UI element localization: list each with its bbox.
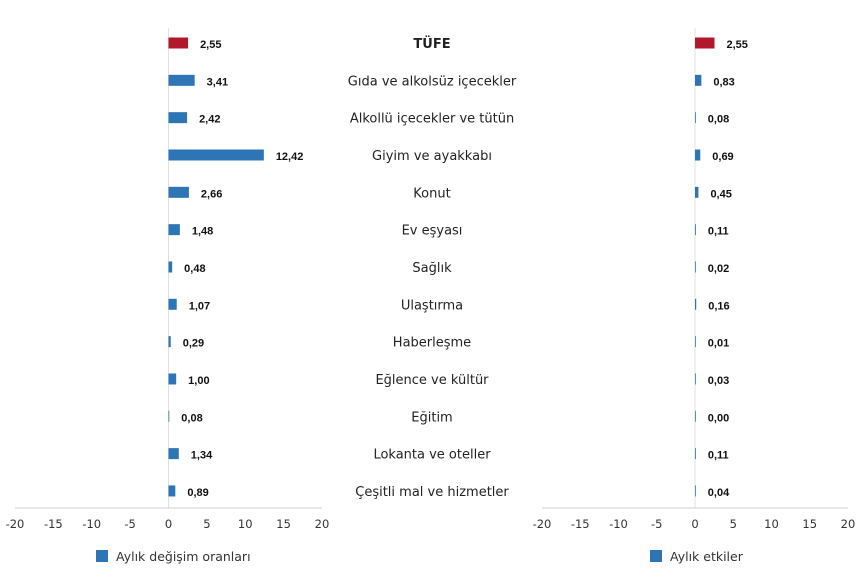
category-label: Haberleşme: [393, 336, 471, 351]
right-bar: [695, 149, 701, 161]
right-bar: [695, 410, 696, 422]
right-data-label: 0,83: [713, 76, 734, 88]
left-data-label: 1,07: [189, 300, 210, 312]
left-bar: [168, 373, 177, 385]
category-label: Eğlence ve kültür: [375, 373, 489, 388]
left-data-label: 3,41: [207, 76, 228, 88]
right-tick-label: 5: [730, 517, 737, 531]
right-legend-swatch: [650, 550, 662, 562]
right-bar: [695, 336, 696, 348]
left-tick-label: -10: [82, 517, 101, 531]
right-tick-label: -5: [651, 517, 662, 531]
right-tick-label: 0: [691, 517, 698, 531]
left-tick-label: 10: [238, 517, 253, 531]
left-data-label: 0,08: [181, 412, 202, 424]
left-legend-label: Aylık değişim oranları: [116, 549, 251, 564]
right-bar: [695, 261, 696, 273]
right-bar: [695, 448, 696, 460]
right-data-label: 0,08: [708, 114, 729, 126]
category-label: Gıda ve alkolsüz içecekler: [348, 74, 517, 89]
left-data-label: 2,55: [200, 39, 221, 51]
right-data-label: 2,55: [727, 39, 748, 51]
left-tick-label: 5: [203, 517, 210, 531]
left-data-label: 2,42: [199, 114, 220, 126]
right-bar: [695, 373, 696, 385]
left-bar: [168, 224, 180, 236]
left-tick-label: 0: [165, 517, 172, 531]
right-bar: [695, 74, 702, 86]
category-label: Lokanta ve oteller: [373, 448, 491, 463]
right-bar: [695, 224, 696, 236]
left-bar: [168, 448, 179, 460]
left-legend-swatch: [96, 550, 108, 562]
left-bar: [168, 74, 195, 86]
left-bar: [168, 149, 264, 161]
left-tick-label: -20: [6, 517, 25, 531]
right-data-label: 0,16: [708, 300, 729, 312]
category-label: Eğitim: [411, 410, 452, 425]
left-data-label: 2,66: [201, 188, 222, 200]
left-bar: [168, 410, 170, 422]
right-data-label: 0,11: [708, 226, 729, 238]
right-data-label: 0,69: [712, 151, 733, 163]
right-bar: [695, 298, 697, 310]
right-data-label: 0,03: [708, 375, 729, 387]
category-label: Sağlık: [412, 261, 452, 276]
left-tick-label: -15: [44, 517, 63, 531]
category-label: Ulaştırma: [401, 298, 463, 313]
right-data-label: 0,04: [708, 487, 730, 499]
right-data-label: 0,11: [708, 450, 729, 462]
left-tick-label: 20: [315, 517, 330, 531]
category-label: Ev eşyası: [402, 224, 463, 239]
left-bar: [168, 261, 173, 273]
right-tick-label: 15: [802, 517, 817, 531]
right-bar: [695, 112, 696, 124]
right-bar: [695, 186, 699, 198]
right-bar: [695, 37, 715, 49]
right-bar: [695, 485, 696, 497]
right-tick-label: 10: [764, 517, 779, 531]
right-data-label: 0,02: [708, 263, 729, 275]
right-tick-label: -10: [609, 517, 628, 531]
right-tick-label: 20: [841, 517, 856, 531]
left-data-label: 12,42: [276, 151, 304, 163]
left-bar: [168, 186, 189, 198]
right-tick-label: -20: [533, 517, 552, 531]
left-tick-label: -5: [124, 517, 135, 531]
left-bar: [168, 336, 171, 348]
left-data-label: 1,00: [188, 375, 209, 387]
left-bar: [168, 37, 189, 49]
left-data-label: 0,89: [187, 487, 208, 499]
right-tick-label: -15: [571, 517, 590, 531]
left-data-label: 1,34: [191, 450, 213, 462]
right-data-label: 0,01: [708, 338, 729, 350]
left-bar: [168, 485, 176, 497]
left-bar: [168, 112, 188, 124]
left-data-label: 1,48: [192, 226, 213, 238]
category-label: Konut: [413, 186, 450, 201]
right-data-label: 0,45: [710, 188, 731, 200]
category-label: Alkollü içecekler ve tütün: [350, 112, 514, 127]
category-label: Giyim ve ayakkabı: [372, 149, 492, 164]
category-label: TÜFE: [413, 36, 450, 52]
left-data-label: 0,29: [183, 338, 204, 350]
right-data-label: 0,00: [708, 412, 729, 424]
right-legend-label: Aylık etkiler: [670, 549, 744, 564]
category-label: Çeşitli mal ve hizmetler: [355, 485, 509, 500]
left-bar: [168, 298, 177, 310]
left-data-label: 0,48: [184, 263, 205, 275]
left-tick-label: 15: [276, 517, 291, 531]
